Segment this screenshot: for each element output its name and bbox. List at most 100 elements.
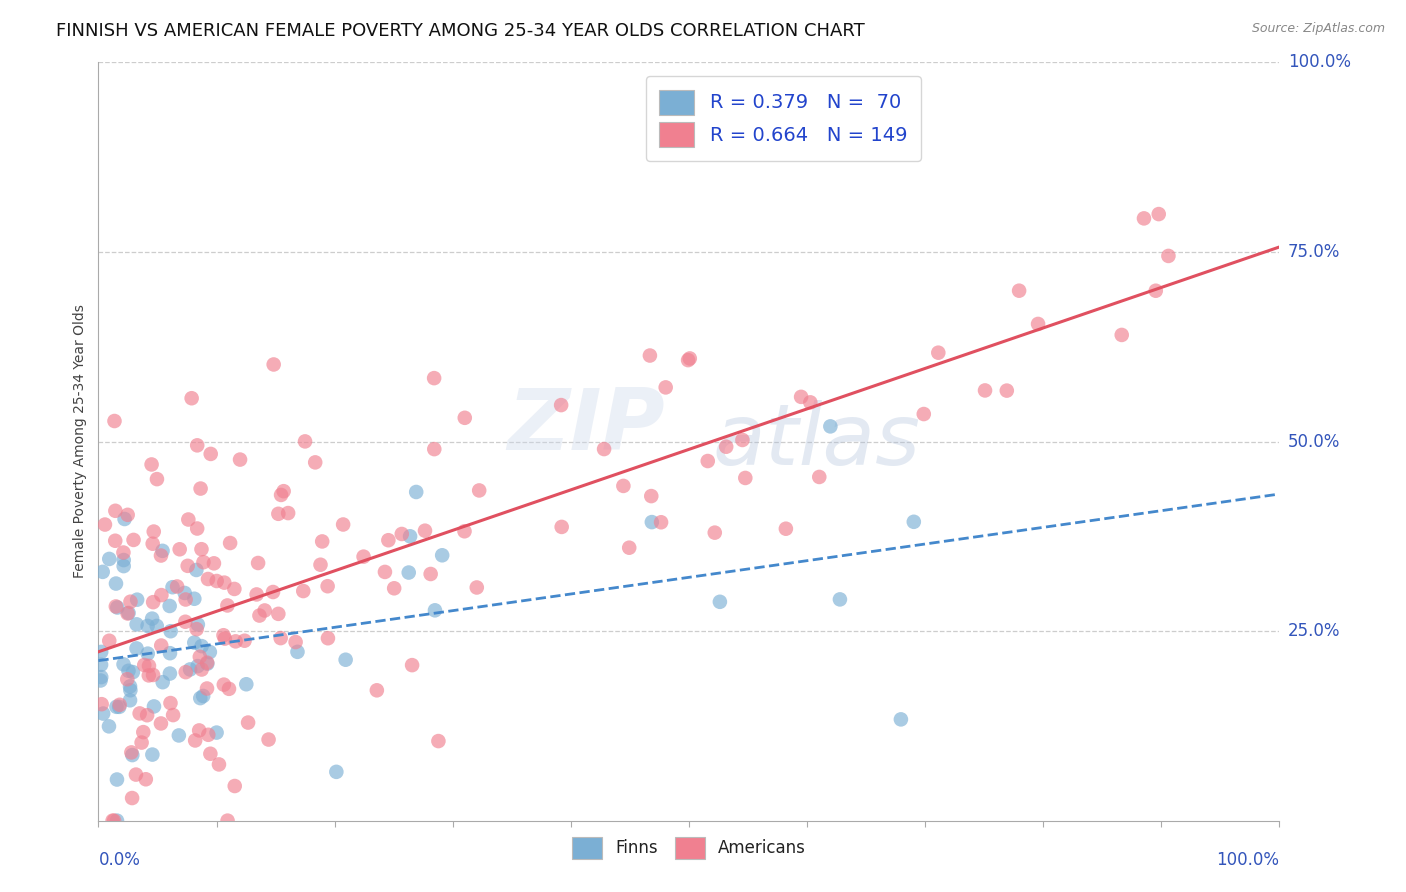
Point bbox=[143, 699, 166, 714]
Point bbox=[150, 639, 173, 653]
Point bbox=[183, 635, 205, 649]
Point bbox=[734, 471, 756, 485]
Point bbox=[138, 668, 160, 682]
Point bbox=[180, 391, 202, 405]
Point bbox=[193, 689, 215, 703]
Point bbox=[277, 506, 299, 520]
Point bbox=[141, 458, 163, 472]
Point bbox=[454, 410, 477, 425]
Point bbox=[284, 635, 307, 649]
Point bbox=[195, 681, 218, 696]
Point bbox=[974, 384, 997, 398]
Point bbox=[159, 624, 181, 639]
Text: 25.0%: 25.0% bbox=[1288, 622, 1340, 640]
Point bbox=[427, 734, 450, 748]
Point bbox=[353, 549, 375, 564]
Point bbox=[135, 772, 157, 787]
Point bbox=[1026, 317, 1049, 331]
Text: Source: ZipAtlas.com: Source: ZipAtlas.com bbox=[1251, 22, 1385, 36]
Point bbox=[90, 673, 112, 688]
Point bbox=[104, 533, 127, 548]
Point bbox=[103, 414, 125, 428]
Point bbox=[1157, 249, 1180, 263]
Point bbox=[225, 634, 247, 648]
Point bbox=[101, 814, 124, 828]
Point bbox=[117, 607, 139, 621]
Point bbox=[188, 723, 211, 738]
Point bbox=[186, 438, 208, 452]
Point bbox=[184, 733, 207, 747]
Point bbox=[112, 553, 135, 567]
Point bbox=[229, 452, 252, 467]
Point bbox=[316, 632, 339, 646]
Point bbox=[198, 645, 221, 659]
Point bbox=[150, 588, 173, 602]
Point bbox=[224, 582, 246, 596]
Point bbox=[714, 440, 737, 454]
Point bbox=[98, 719, 121, 733]
Point bbox=[267, 507, 290, 521]
Point bbox=[423, 603, 446, 617]
Point bbox=[190, 542, 212, 557]
Point bbox=[217, 814, 239, 828]
Point bbox=[121, 665, 143, 679]
Point bbox=[117, 508, 139, 522]
Point bbox=[197, 728, 219, 742]
Point bbox=[179, 662, 201, 676]
Point bbox=[676, 353, 699, 368]
Point bbox=[423, 442, 446, 456]
Point bbox=[193, 555, 215, 569]
Point bbox=[247, 556, 270, 570]
Point bbox=[90, 645, 112, 659]
Point bbox=[125, 617, 148, 632]
Point bbox=[105, 600, 128, 615]
Point bbox=[173, 586, 195, 600]
Point bbox=[391, 527, 413, 541]
Point bbox=[200, 747, 222, 761]
Point bbox=[217, 599, 239, 613]
Point bbox=[159, 599, 181, 613]
Point bbox=[188, 649, 211, 664]
Point bbox=[90, 657, 112, 672]
Point bbox=[205, 574, 228, 588]
Point bbox=[195, 656, 218, 670]
Point bbox=[612, 479, 634, 493]
Point bbox=[405, 485, 427, 500]
Text: FINNISH VS AMERICAN FEMALE POVERTY AMONG 25-34 YEAR OLDS CORRELATION CHART: FINNISH VS AMERICAN FEMALE POVERTY AMONG… bbox=[56, 22, 865, 40]
Point bbox=[550, 398, 572, 412]
Point bbox=[246, 587, 269, 601]
Point bbox=[190, 482, 212, 496]
Point bbox=[91, 565, 114, 579]
Point bbox=[325, 764, 347, 779]
Point bbox=[177, 512, 200, 526]
Point bbox=[212, 628, 235, 642]
Point bbox=[423, 371, 446, 385]
Point bbox=[270, 488, 292, 502]
Point bbox=[208, 757, 231, 772]
Point bbox=[174, 615, 197, 629]
Point bbox=[224, 779, 246, 793]
Point bbox=[236, 715, 259, 730]
Point bbox=[186, 522, 208, 536]
Point bbox=[799, 395, 821, 409]
Text: ZIP: ZIP bbox=[508, 384, 665, 468]
Point bbox=[118, 693, 141, 707]
Point bbox=[125, 641, 148, 656]
Point bbox=[162, 580, 184, 594]
Point bbox=[159, 696, 181, 710]
Point bbox=[141, 747, 163, 762]
Text: atlas: atlas bbox=[713, 400, 921, 483]
Point bbox=[413, 524, 436, 538]
Point bbox=[382, 582, 405, 596]
Point bbox=[118, 679, 141, 693]
Point bbox=[430, 549, 453, 563]
Point bbox=[169, 542, 191, 557]
Point bbox=[108, 698, 131, 712]
Point bbox=[162, 708, 184, 723]
Point bbox=[235, 677, 257, 691]
Point bbox=[187, 617, 209, 632]
Point bbox=[141, 612, 163, 626]
Point bbox=[125, 767, 148, 781]
Point bbox=[127, 592, 149, 607]
Point bbox=[619, 541, 641, 555]
